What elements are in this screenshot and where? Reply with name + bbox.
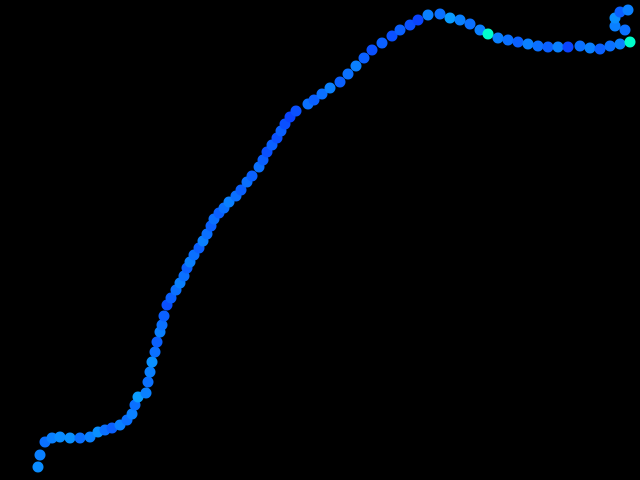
track-point <box>522 38 534 50</box>
track-point <box>552 41 564 53</box>
track-point <box>74 432 86 444</box>
track-point <box>412 14 424 26</box>
track-point <box>324 82 336 94</box>
track-point <box>165 292 177 304</box>
track-point <box>142 376 154 388</box>
track-point <box>158 310 170 322</box>
track-point <box>386 30 398 42</box>
track-point <box>609 20 621 32</box>
track-point <box>482 28 494 40</box>
track-point <box>149 346 161 358</box>
track-point <box>308 94 320 106</box>
track-point <box>350 60 362 72</box>
track-point <box>624 36 636 48</box>
track-point <box>34 449 46 461</box>
track-point <box>54 431 66 443</box>
track-point <box>532 40 544 52</box>
track-point <box>32 461 44 473</box>
track-point <box>64 432 76 444</box>
track-point <box>156 319 168 331</box>
track-point <box>84 431 96 443</box>
track-point <box>422 9 434 21</box>
track-point <box>342 68 354 80</box>
track-point <box>464 18 476 30</box>
track-point <box>454 14 466 26</box>
track-point <box>394 24 406 36</box>
track-point <box>126 408 138 420</box>
track-point <box>604 40 616 52</box>
track-point <box>404 19 416 31</box>
track-point <box>619 24 631 36</box>
track-point <box>235 184 247 196</box>
track-point <box>492 32 504 44</box>
track-point <box>151 336 163 348</box>
track-point <box>140 387 152 399</box>
track-point <box>542 41 554 53</box>
track-point <box>146 356 158 368</box>
track-point <box>574 40 586 52</box>
track-point <box>502 34 514 46</box>
track-point <box>144 366 156 378</box>
track-point <box>584 42 596 54</box>
track-point <box>316 88 328 100</box>
track-point <box>358 52 370 64</box>
track-point <box>512 36 524 48</box>
track-point <box>614 38 626 50</box>
track-point <box>562 41 574 53</box>
track-point <box>46 432 58 444</box>
track-point <box>366 44 378 56</box>
track-point <box>334 76 346 88</box>
track-point <box>246 170 258 182</box>
track-point <box>376 37 388 49</box>
track-point <box>444 12 456 24</box>
track-point <box>622 4 634 16</box>
track-point <box>434 8 446 20</box>
track-point <box>594 43 606 55</box>
track-point <box>290 105 302 117</box>
